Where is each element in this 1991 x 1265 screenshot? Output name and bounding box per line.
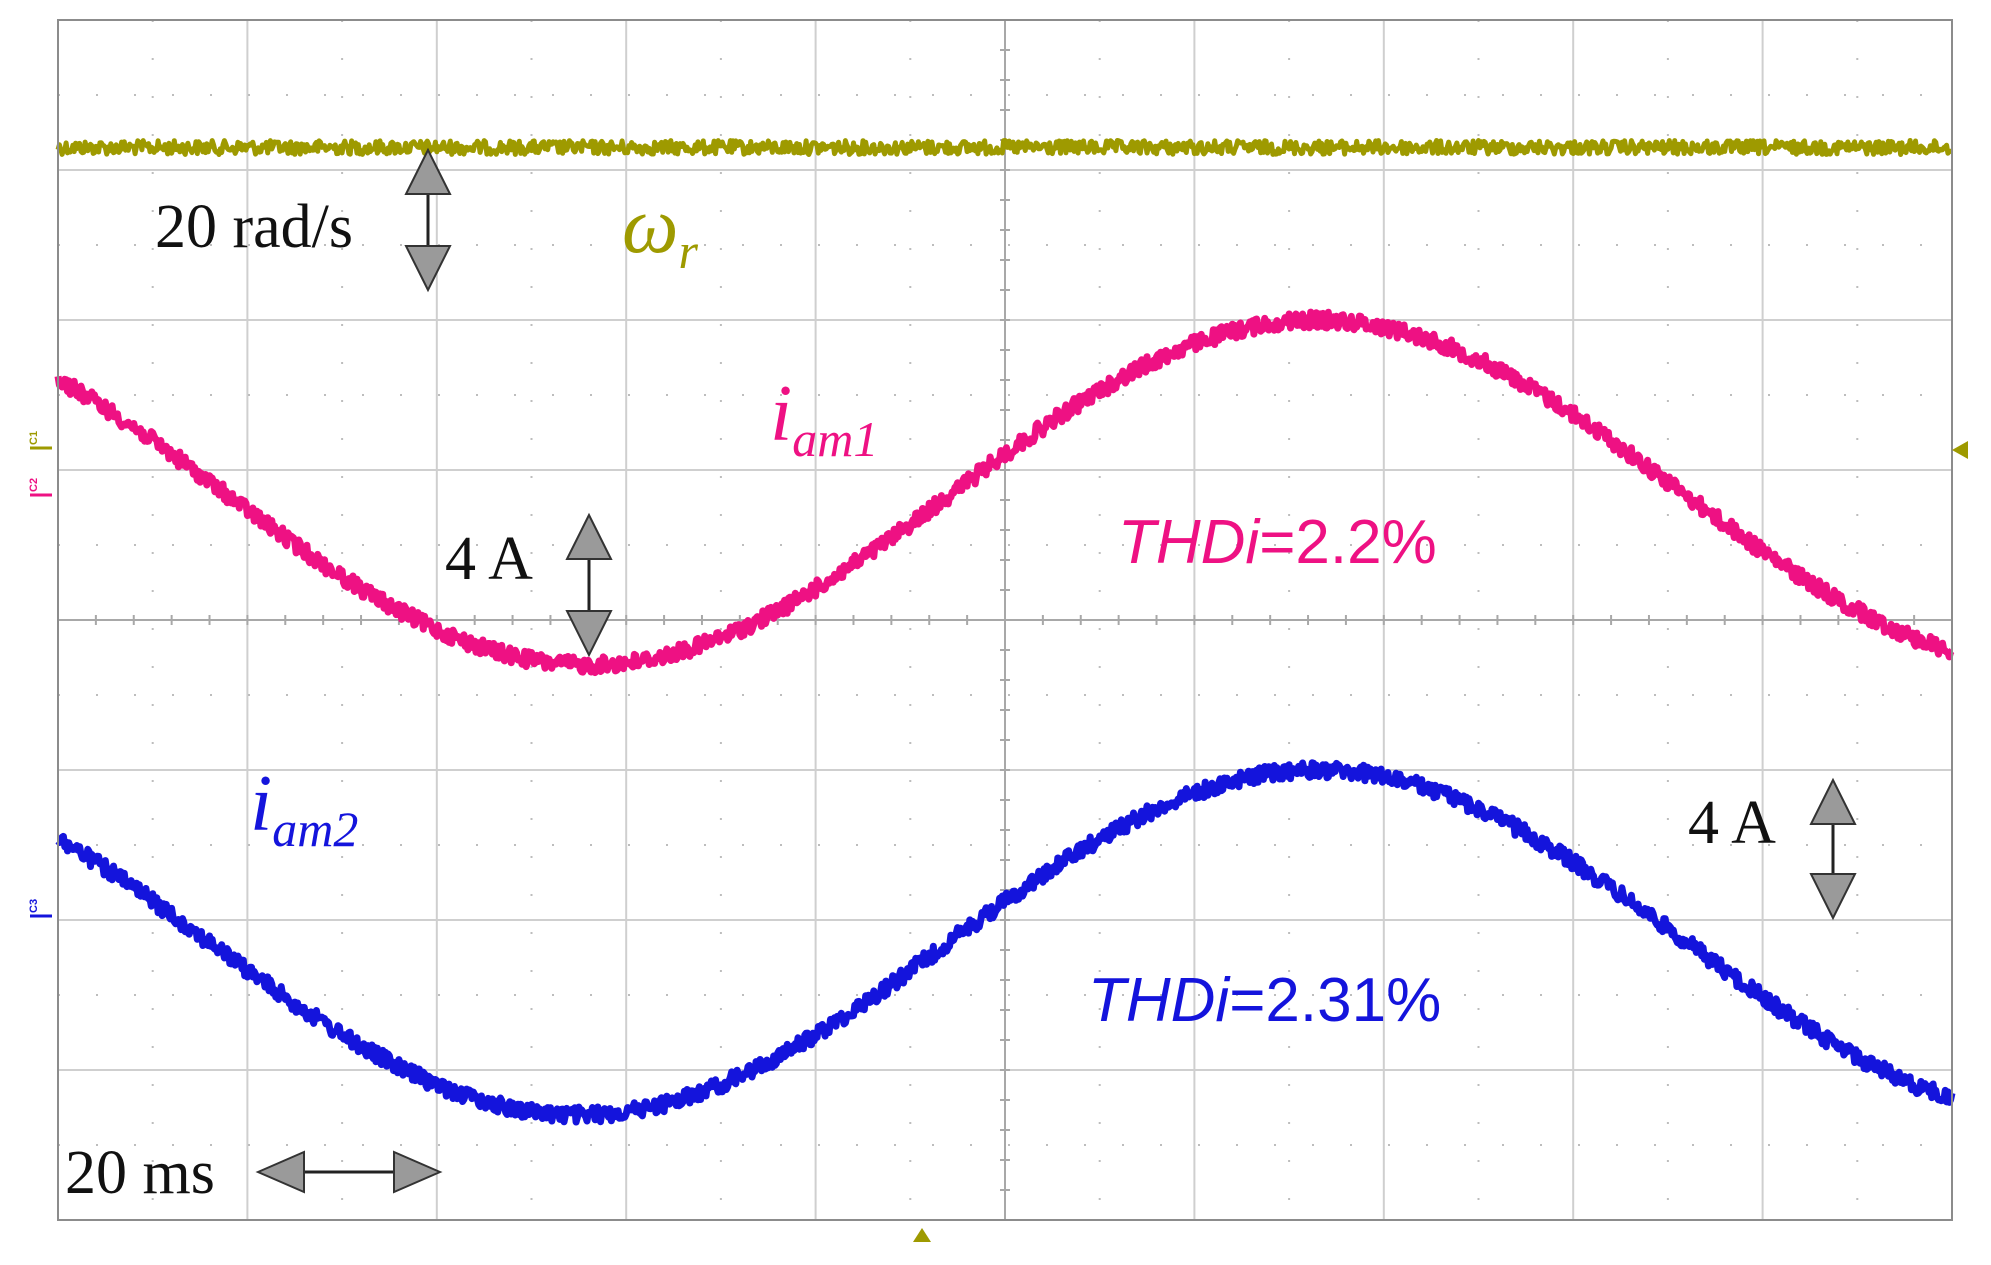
arrow-head-down xyxy=(565,610,613,658)
scale-arrows xyxy=(255,147,1857,1194)
channel-marker-c3: C3 xyxy=(28,898,40,913)
channel-marker-c2: C2 xyxy=(28,477,40,492)
current2-thd-prefix: THDi xyxy=(1088,966,1230,1035)
current2-subscript: am2 xyxy=(272,801,359,857)
speed-trace-label: ωr xyxy=(622,186,698,276)
trigger-time-marker xyxy=(913,1228,931,1242)
channel-marker-c1: C1 xyxy=(28,430,40,445)
current1-trace-label: iam1 xyxy=(770,374,878,464)
trace-c1 xyxy=(55,138,1954,157)
speed-subscript: r xyxy=(678,223,698,279)
current1-symbol: i xyxy=(770,370,793,458)
arrow-head-up xyxy=(565,512,613,560)
current2-thd-label: THDi=2.31% xyxy=(1088,970,1441,1032)
time-scale-label: 20 ms xyxy=(65,1139,215,1207)
current1-thd-value: =2.2% xyxy=(1259,508,1437,577)
speed-scale-label: 20 rad/s xyxy=(155,193,354,261)
current2-thd-value: =2.31% xyxy=(1229,966,1442,1035)
current2-trace-label: iam2 xyxy=(250,764,358,854)
current2-symbol: i xyxy=(250,760,273,848)
traces xyxy=(54,138,1956,1126)
current1-scale-arrow xyxy=(565,512,613,658)
grid xyxy=(57,19,1953,1221)
display-border xyxy=(57,19,1953,1221)
arrow-head-up xyxy=(404,147,452,195)
current1-thd-prefix: THDi xyxy=(1118,508,1260,577)
trace-c2 xyxy=(54,308,1955,677)
speed-scale-arrow xyxy=(404,147,452,293)
current1-scale-label: 4 A xyxy=(445,525,533,593)
arrow-head-up xyxy=(1809,777,1857,825)
arrow-head-right xyxy=(393,1150,443,1194)
current1-thd-label: THDi=2.2% xyxy=(1118,512,1437,574)
current2-scale-label: 4 A xyxy=(1688,789,1776,857)
current1-subscript: am1 xyxy=(792,411,879,467)
speed-symbol: ω xyxy=(622,182,679,270)
frame xyxy=(30,19,1968,1242)
current2-scale-arrow xyxy=(1809,777,1857,921)
time-scale-arrow xyxy=(255,1150,443,1194)
trigger-level-marker xyxy=(1952,441,1968,459)
arrow-head-down xyxy=(1809,873,1857,921)
arrow-head-left xyxy=(255,1150,305,1194)
arrow-head-down xyxy=(404,245,452,293)
trace-c3 xyxy=(55,759,1956,1126)
